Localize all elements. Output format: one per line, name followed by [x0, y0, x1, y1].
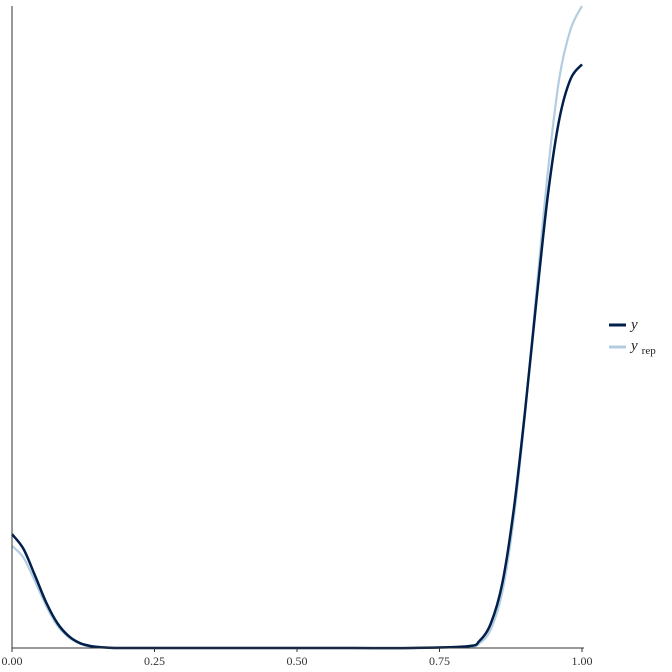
legend-label-y: y — [629, 317, 638, 333]
legend-label-yrep: y rep — [629, 337, 656, 357]
x-tick-label: 0.50 — [287, 654, 308, 668]
plot-area — [11, 5, 583, 650]
x-tick-label: 0.00 — [2, 654, 23, 668]
x-axis-ticks: 0.00 0.25 0.50 0.75 1.00 — [2, 648, 593, 668]
series-line-y — [11, 63, 583, 650]
legend: y y rep — [609, 317, 656, 357]
x-tick-label: 1.00 — [572, 654, 593, 668]
series-line-yrep — [11, 5, 583, 650]
x-tick-label: 0.75 — [429, 654, 450, 668]
x-tick-label: 0.25 — [144, 654, 165, 668]
